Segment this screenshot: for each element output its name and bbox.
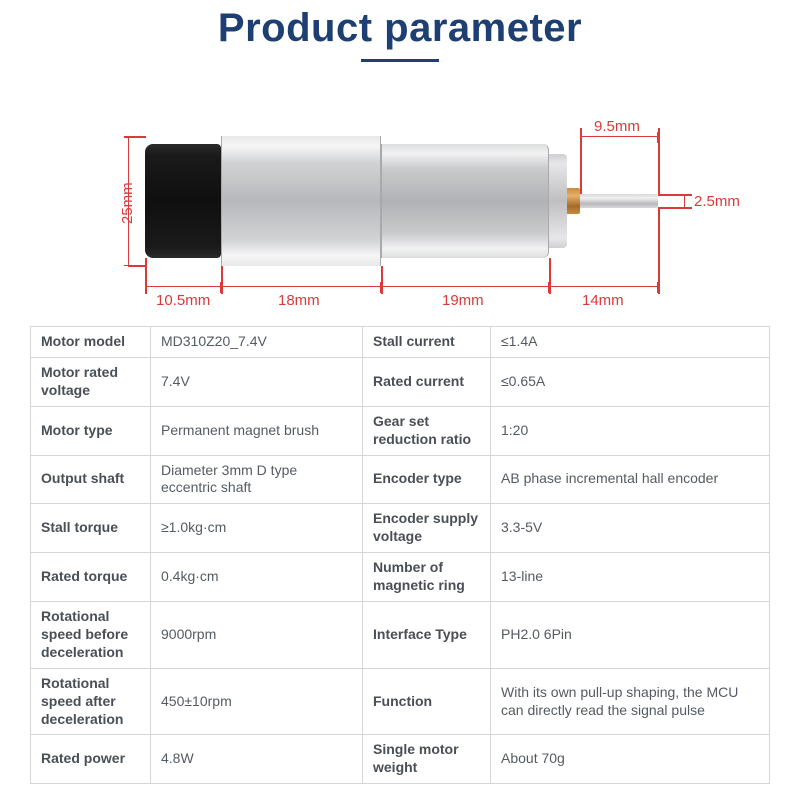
- gearbox-face: [549, 154, 567, 248]
- table-row: Stall torque≥1.0kg·cmEncoder supply volt…: [31, 504, 770, 553]
- page-title: Product parameter: [0, 0, 800, 51]
- spec-label: Single motor weight: [363, 735, 491, 784]
- spec-value: 4.8W: [151, 735, 363, 784]
- spec-value: With its own pull-up shaping, the MCU ca…: [491, 668, 770, 735]
- shaft-boss: [567, 188, 580, 214]
- table-row: Motor typePermanent magnet brushGear set…: [31, 406, 770, 455]
- spec-value: 9000rpm: [151, 601, 363, 668]
- dim-seg4: [549, 286, 658, 287]
- spec-value: ≤0.65A: [491, 357, 770, 406]
- table-row: Motor modelMD310Z20_7.4VStall current≤1.…: [31, 327, 770, 358]
- spec-label: Rated torque: [31, 553, 151, 602]
- dim-seg1: [145, 286, 221, 287]
- spec-label: Rated current: [363, 357, 491, 406]
- gearbox: [381, 144, 549, 258]
- spec-label: Number of magnetic ring: [363, 553, 491, 602]
- spec-value: ≤1.4A: [491, 327, 770, 358]
- spec-label: Stall current: [363, 327, 491, 358]
- spec-label: Motor type: [31, 406, 151, 455]
- encoder-cap: [145, 144, 221, 258]
- dim-seg2-label: 18mm: [278, 292, 320, 309]
- spec-value: AB phase incremental hall encoder: [491, 455, 770, 504]
- spec-value: 3.3-5V: [491, 504, 770, 553]
- spec-label: Motor rated voltage: [31, 357, 151, 406]
- table-row: Rated power4.8WSingle motor weightAbout …: [31, 735, 770, 784]
- dim-seg2: [221, 286, 381, 287]
- dim-shaft-len-label: 9.5mm: [594, 118, 640, 135]
- table-row: Output shaftDiameter 3mm D type eccentri…: [31, 455, 770, 504]
- spec-value: About 70g: [491, 735, 770, 784]
- dim-seg3-label: 19mm: [442, 292, 484, 309]
- spec-value: Diameter 3mm D type eccentric shaft: [151, 455, 363, 504]
- dim-seg3: [381, 286, 549, 287]
- spec-table: Motor modelMD310Z20_7.4VStall current≤1.…: [30, 326, 770, 784]
- spec-label: Encoder supply voltage: [363, 504, 491, 553]
- spec-label: Gear set reduction ratio: [363, 406, 491, 455]
- table-row: Rated torque0.4kg·cmNumber of magnetic r…: [31, 553, 770, 602]
- spec-label: Motor model: [31, 327, 151, 358]
- motor-can: [221, 136, 381, 266]
- motor-diagram: 25mm 10.5mm 18mm 19mm 14mm 9.5mm 2.5mm: [0, 76, 800, 316]
- spec-label: Function: [363, 668, 491, 735]
- spec-value: 450±10rpm: [151, 668, 363, 735]
- spec-value: MD310Z20_7.4V: [151, 327, 363, 358]
- spec-label: Rated power: [31, 735, 151, 784]
- spec-label: Rotational speed after deceleration: [31, 668, 151, 735]
- table-row: Rotational speed before deceleration9000…: [31, 601, 770, 668]
- spec-value: 1:20: [491, 406, 770, 455]
- table-row: Motor rated voltage7.4VRated current≤0.6…: [31, 357, 770, 406]
- spec-value: PH2.0 6Pin: [491, 601, 770, 668]
- dim-seg4-label: 14mm: [582, 292, 624, 309]
- dim-height-label: 25mm: [119, 182, 136, 224]
- dim-shaft-len: [580, 136, 658, 137]
- spec-label: Rotational speed before deceleration: [31, 601, 151, 668]
- spec-value: 0.4kg·cm: [151, 553, 363, 602]
- spec-value: Permanent magnet brush: [151, 406, 363, 455]
- title-underline: [361, 59, 439, 62]
- dim-shaft-dia: [684, 194, 685, 208]
- table-row: Rotational speed after deceleration450±1…: [31, 668, 770, 735]
- spec-value: ≥1.0kg·cm: [151, 504, 363, 553]
- dim-shaft-dia-label: 2.5mm: [694, 193, 740, 210]
- spec-label: Interface Type: [363, 601, 491, 668]
- spec-label: Output shaft: [31, 455, 151, 504]
- spec-value: 13-line: [491, 553, 770, 602]
- output-shaft: [580, 194, 658, 208]
- spec-value: 7.4V: [151, 357, 363, 406]
- dim-seg1-label: 10.5mm: [156, 292, 210, 309]
- spec-label: Encoder type: [363, 455, 491, 504]
- spec-label: Stall torque: [31, 504, 151, 553]
